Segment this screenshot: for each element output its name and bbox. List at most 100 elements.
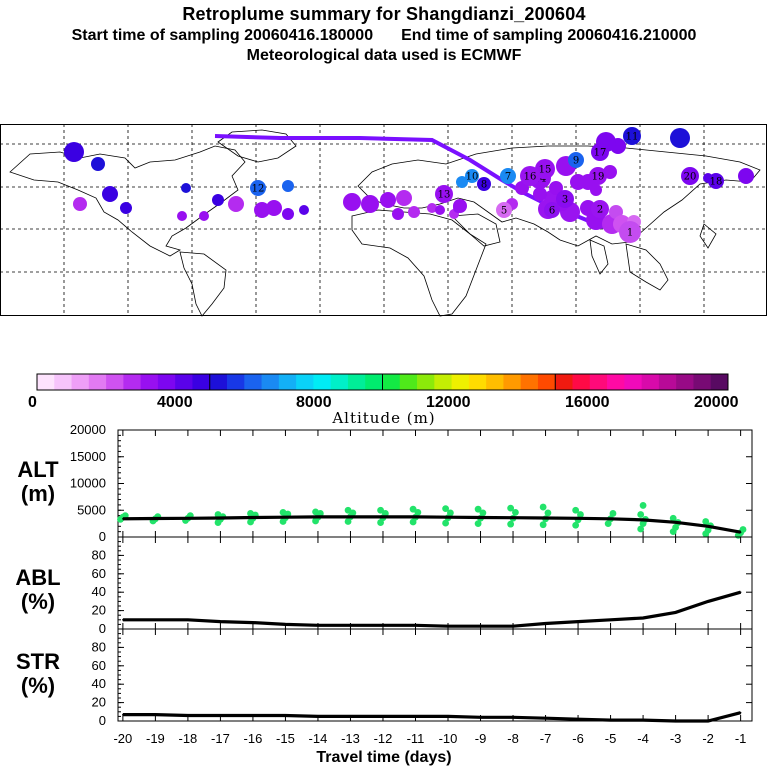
- series-point: [739, 711, 742, 714]
- x-tick-label: -18: [179, 731, 198, 746]
- colorbar-swatch: [192, 374, 211, 390]
- series-point: [447, 625, 449, 628]
- retroplume-map: 1234567891011121314151617181920: [0, 124, 767, 317]
- series-point: [577, 517, 579, 520]
- day-marker: [496, 202, 512, 218]
- series-point: [284, 516, 287, 519]
- day-marker: [435, 185, 453, 203]
- plume-marker: [282, 208, 294, 220]
- x-tick-label: -7: [540, 731, 552, 746]
- series-point: [609, 719, 612, 721]
- day-marker-label: 1: [627, 228, 633, 239]
- colorbar-tick-4000: 4000: [157, 394, 193, 411]
- y-tick-label: 60: [92, 658, 106, 673]
- colorbar-swatch: [641, 374, 660, 390]
- colorbar-swatch: [451, 374, 470, 390]
- x-tick-label: -17: [211, 731, 230, 746]
- day-marker: [681, 167, 699, 185]
- colorbar-swatch: [123, 374, 142, 390]
- altitude-scatter-point: [442, 519, 450, 527]
- colorbar-swatch: [227, 374, 245, 390]
- plume-marker: [266, 200, 282, 216]
- series-point: [219, 620, 222, 623]
- series-point: [674, 611, 677, 614]
- x-tick-label: -20: [113, 731, 132, 746]
- y-tick-label: 80: [92, 547, 106, 562]
- series-point: [512, 625, 514, 628]
- x-tick-label: -11: [407, 731, 425, 746]
- x-tick-label: -4: [637, 731, 649, 746]
- day-marker-label: 5: [501, 206, 507, 217]
- colorbar-swatch: [296, 374, 314, 390]
- series-point: [219, 517, 222, 519]
- series-point: [544, 622, 547, 625]
- plume-marker: [181, 183, 191, 193]
- x-tick-label: -16: [244, 731, 263, 746]
- x-tick-label: -9: [475, 731, 487, 746]
- colorbar-tick-20000: 20000: [694, 394, 739, 411]
- altitude-scatter-point: [214, 511, 222, 518]
- alt-label-bottom: (m): [20, 481, 56, 506]
- plume-marker: [299, 205, 309, 215]
- colorbar-swatch: [54, 374, 72, 390]
- colorbar-swatch: [209, 374, 228, 390]
- day-marker-label: 9: [573, 156, 579, 167]
- day-marker: [544, 202, 560, 218]
- series-point: [577, 718, 579, 720]
- colorbar-swatch: [624, 374, 643, 390]
- series-point: [414, 516, 417, 518]
- series-point: [544, 517, 547, 519]
- day-marker-label: 16: [524, 172, 537, 183]
- day-marker-label: 13: [438, 190, 451, 201]
- series-point: [187, 517, 189, 520]
- y-tick-label: 40: [92, 676, 106, 691]
- series-point: [642, 519, 644, 521]
- plume-marker: [570, 174, 586, 190]
- day-marker: [250, 180, 266, 196]
- colorbar-swatch: [503, 374, 522, 390]
- altitude-scatter-point: [442, 505, 450, 513]
- x-tick-label: -3: [670, 731, 682, 746]
- altitude-scatter-point: [609, 510, 617, 517]
- plume-marker: [392, 208, 404, 220]
- x-tick-label: -10: [439, 731, 458, 746]
- y-tick-label: 20000: [70, 422, 106, 437]
- series-point: [707, 600, 709, 603]
- str-panel-label: STR (%): [10, 650, 66, 698]
- series-point: [122, 518, 124, 520]
- plume-marker: [199, 211, 209, 221]
- altitude-scatter-point: [479, 509, 487, 517]
- colorbar-swatch: [434, 374, 452, 390]
- series-point: [739, 591, 742, 593]
- str-label-top: STR: [16, 649, 60, 674]
- altitude-scatter-point: [409, 505, 417, 513]
- colorbar-swatch: [71, 374, 90, 390]
- altitude-colorbar: [36, 373, 729, 391]
- altitude-scatter-point: [377, 506, 384, 514]
- plume-marker: [73, 197, 87, 211]
- day-marker-label: 17: [594, 148, 607, 159]
- colorbar-swatch: [572, 374, 591, 390]
- panel-alt: 0 5000 10000 15000 20000: [70, 422, 753, 544]
- y-tick-label: 15000: [70, 449, 106, 464]
- plume-marker: [102, 186, 118, 202]
- series-line-str: [122, 711, 741, 723]
- coastlines: [9, 129, 761, 317]
- end-time-label: End time of sampling 20060416.210000: [401, 27, 697, 44]
- plume-marker: [228, 196, 244, 212]
- y-tick-label: 0: [99, 621, 106, 636]
- day-marker: [477, 177, 491, 191]
- y-tick-label: 40: [92, 584, 106, 599]
- altitude-scatter-point: [539, 503, 547, 511]
- day-marker-label: 10: [466, 172, 479, 183]
- day-marker: [520, 166, 540, 186]
- y-tick-label: 10000: [70, 476, 106, 491]
- colorbar-title: Altitude (m): [332, 409, 436, 427]
- series-point: [642, 617, 644, 619]
- plume-marker: [590, 184, 602, 196]
- abl-label-top: ABL: [15, 565, 61, 590]
- altitude-scatter-point: [572, 521, 580, 529]
- colorbar-swatch: [537, 374, 556, 390]
- series-point: [512, 516, 514, 519]
- chart-title: Retroplume summary for Shangdianzi_20060…: [182, 4, 586, 24]
